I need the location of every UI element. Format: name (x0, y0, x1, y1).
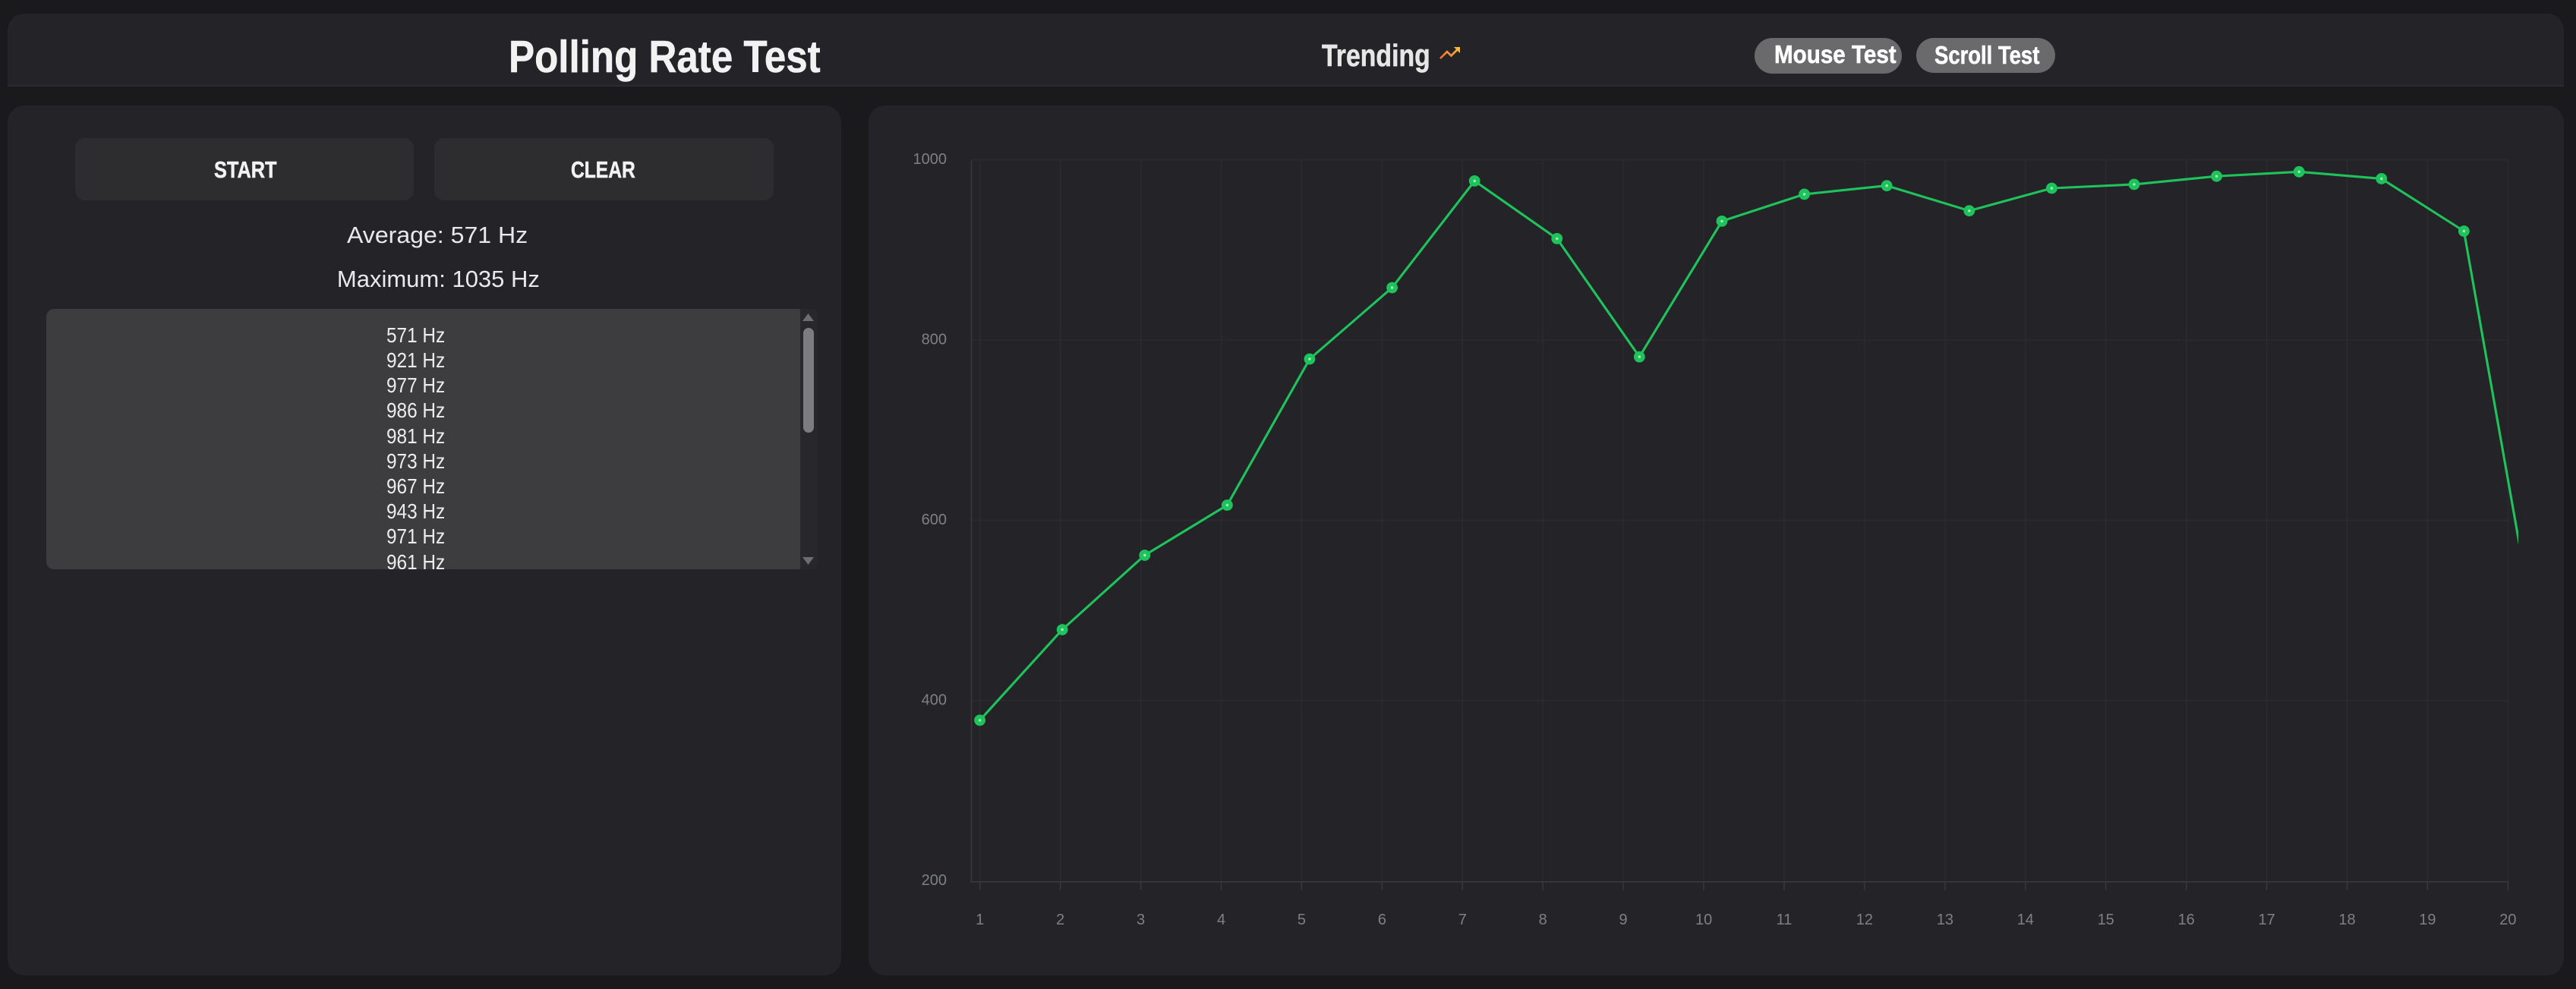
svg-text:400: 400 (922, 692, 947, 709)
svg-text:19: 19 (2419, 912, 2436, 928)
svg-text:18: 18 (2338, 912, 2355, 928)
svg-text:11: 11 (1777, 912, 1792, 928)
svg-text:17: 17 (2258, 912, 2275, 928)
svg-text:9: 9 (1619, 912, 1628, 928)
svg-text:4: 4 (1217, 912, 1225, 928)
svg-text:1000: 1000 (913, 151, 947, 168)
svg-text:6: 6 (1378, 912, 1386, 928)
svg-text:5: 5 (1297, 912, 1306, 928)
svg-text:15: 15 (2098, 912, 2114, 928)
svg-text:12: 12 (1856, 912, 1873, 928)
svg-text:1: 1 (976, 912, 984, 928)
svg-text:2: 2 (1056, 912, 1064, 928)
svg-text:7: 7 (1458, 912, 1467, 928)
svg-text:13: 13 (1937, 912, 1953, 928)
svg-text:3: 3 (1137, 912, 1145, 928)
svg-text:20: 20 (2499, 912, 2516, 928)
svg-text:10: 10 (1695, 912, 1712, 928)
svg-text:600: 600 (922, 512, 947, 528)
svg-text:8: 8 (1539, 912, 1547, 928)
svg-text:800: 800 (922, 332, 947, 348)
svg-text:14: 14 (2017, 912, 2034, 928)
svg-text:200: 200 (922, 872, 947, 889)
svg-text:16: 16 (2178, 912, 2195, 928)
